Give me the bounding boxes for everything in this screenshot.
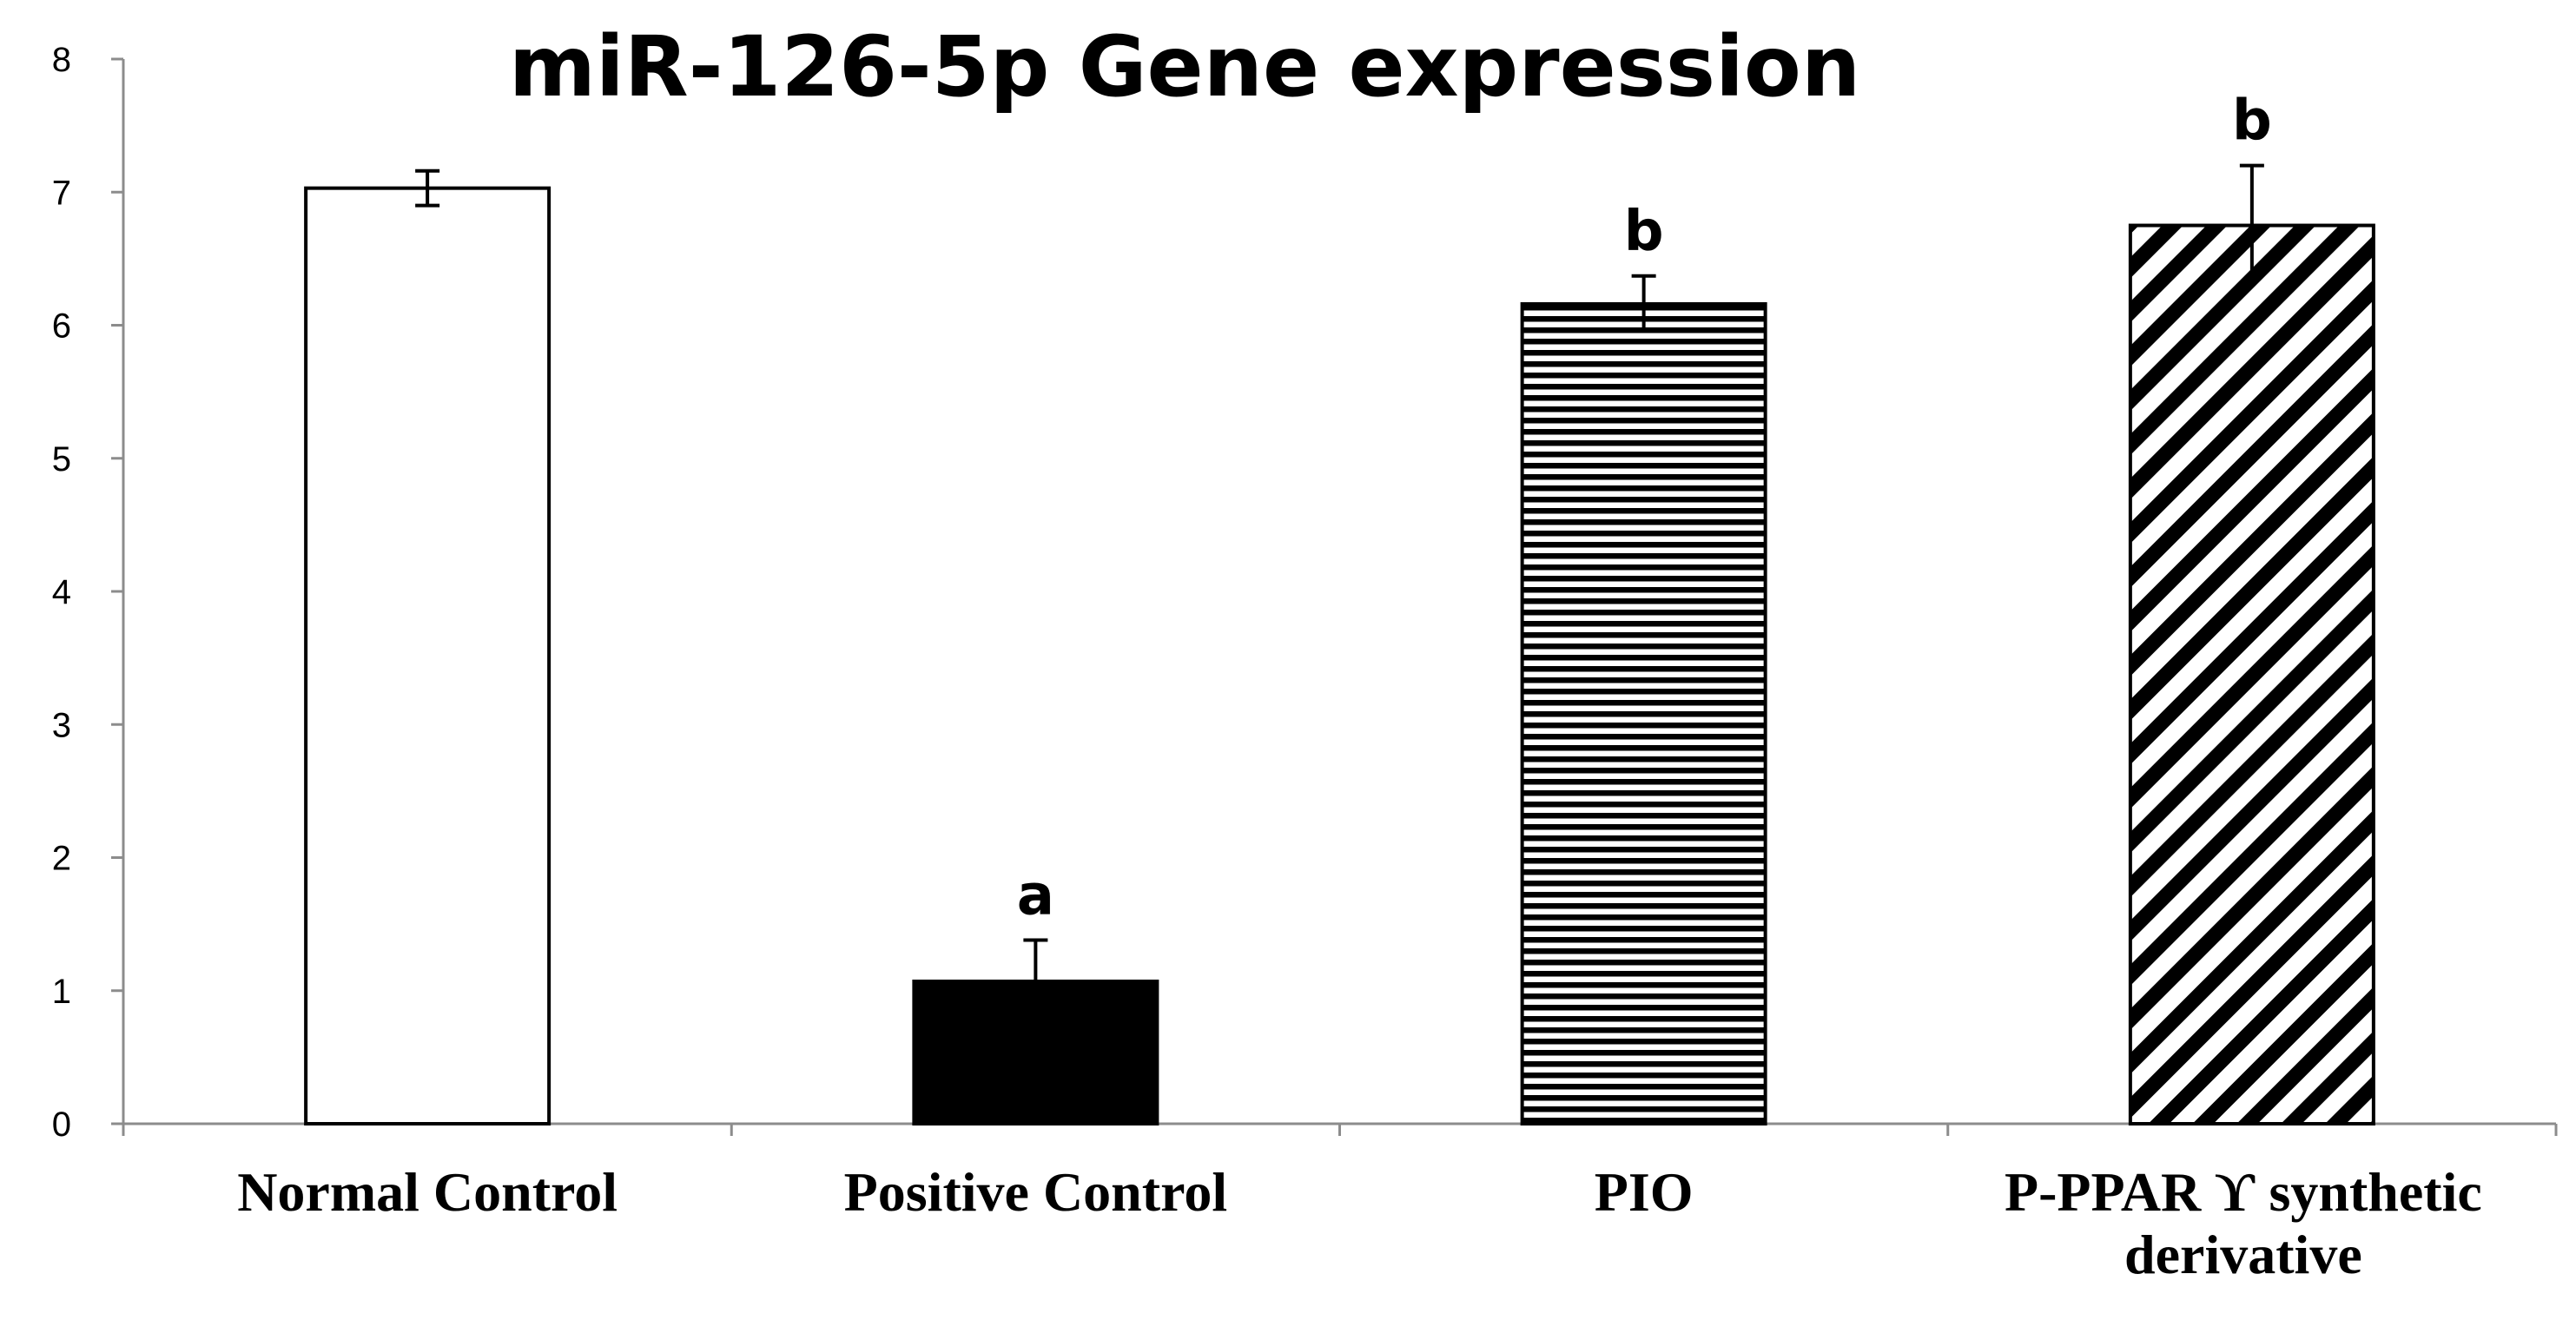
y-tick-label: 4 (52, 573, 71, 611)
bar (2128, 223, 2375, 1125)
y-tick-label: 8 (52, 41, 71, 79)
x-category-label: Normal Control (237, 1161, 618, 1223)
x-category-label: Positive Control (844, 1161, 1227, 1223)
x-category-label: derivative (2124, 1224, 2362, 1285)
significance-label: b (1624, 200, 1664, 264)
bar (1520, 301, 1767, 1126)
y-tick-label: 7 (52, 174, 71, 212)
significance-label: a (1017, 864, 1054, 928)
y-tick-label: 1 (52, 973, 71, 1011)
significance-label: b (2232, 89, 2272, 154)
y-tick-label: 6 (52, 307, 71, 346)
y-tick-label: 2 (52, 840, 71, 878)
y-tick-label: 3 (52, 706, 71, 744)
chart-title: miR-126-5p Gene expression (509, 18, 1860, 116)
x-category-label: P-PPAR ϒ synthetic (2005, 1161, 2482, 1223)
bar (304, 186, 552, 1126)
y-tick-label: 0 (52, 1106, 71, 1144)
x-category-label: PIO (1595, 1161, 1694, 1223)
y-tick-label: 5 (52, 440, 71, 479)
